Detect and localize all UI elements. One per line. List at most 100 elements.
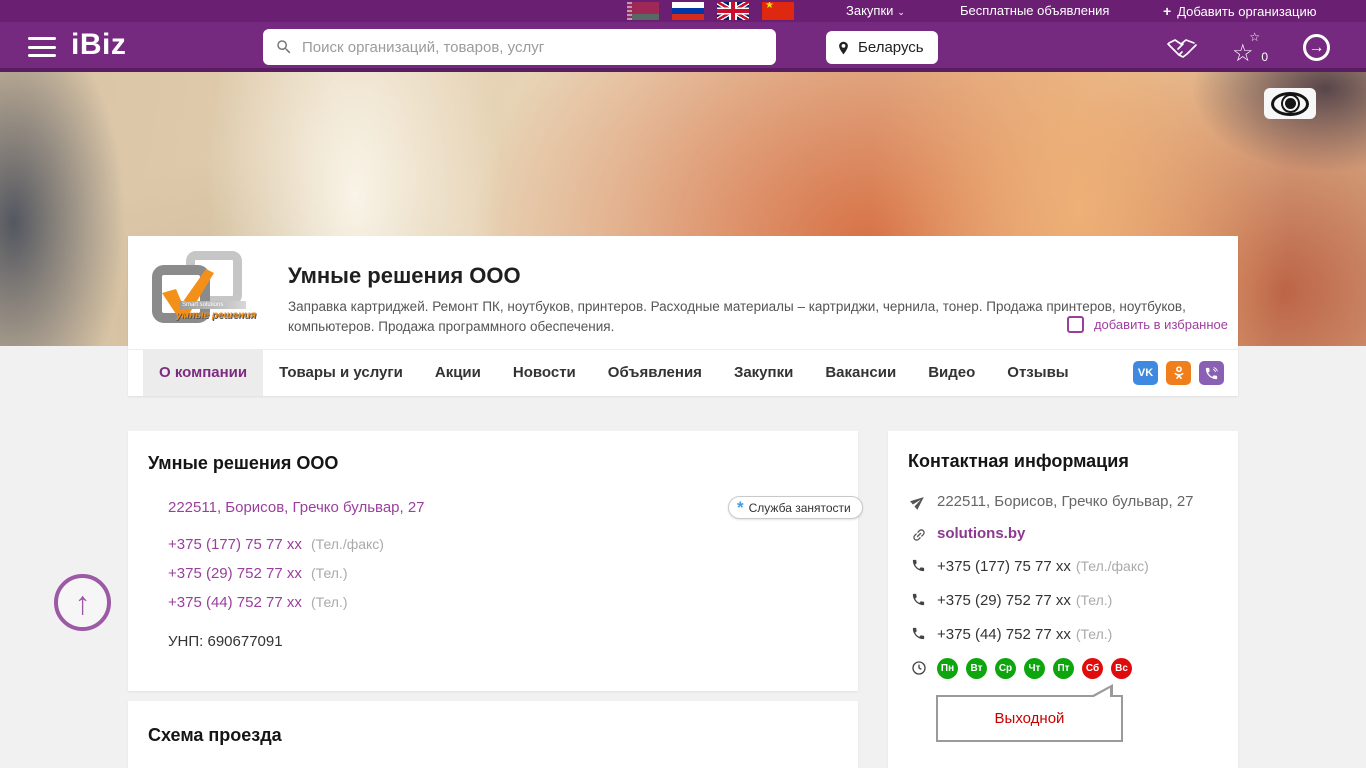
phone-icon: [910, 558, 927, 573]
phone-icon: [910, 626, 927, 641]
login-icon[interactable]: [1303, 34, 1330, 61]
viber-icon[interactable]: [1199, 361, 1224, 385]
content-area: Умные решения ООО 222511, Борисов, Гречк…: [128, 431, 1238, 768]
weekday-badges: Пн Вт Ср Чт Пт Сб Вс: [937, 658, 1132, 679]
russia-flag-icon[interactable]: [672, 2, 704, 20]
partners-handshake-icon[interactable]: [1166, 36, 1200, 67]
location-selector[interactable]: Беларусь: [826, 31, 938, 64]
uk-flag-icon[interactable]: [717, 2, 749, 20]
day-badge-sun: Вс: [1111, 658, 1132, 679]
phone-number-link[interactable]: +375 (177) 75 77 xx: [168, 536, 302, 553]
contact-address: 222511, Борисов, Гречко бульвар, 27: [937, 493, 1194, 510]
day-badge-fri: Пт: [1053, 658, 1074, 679]
add-to-favorites[interactable]: добавить в избранное: [1066, 316, 1228, 333]
scroll-to-top-button[interactable]: [54, 574, 111, 631]
phone-number-link[interactable]: +375 (177) 75 77 xx: [937, 558, 1071, 575]
tab-zakupki[interactable]: Закупки: [733, 364, 794, 381]
plus-icon: +: [1163, 3, 1172, 19]
company-profile-top: Smart solutions умные решения Умные реше…: [128, 236, 1238, 349]
day-badge-tue: Вт: [966, 658, 987, 679]
company-address-link[interactable]: 222511, Борисов, Гречко бульвар, 27: [168, 499, 425, 516]
tab-promos[interactable]: Акции: [434, 364, 481, 381]
favorite-checkbox[interactable]: [1066, 316, 1084, 333]
logo-caption-ru: умные решения: [176, 310, 257, 321]
about-card: Умные решения ООО 222511, Борисов, Гречк…: [128, 431, 858, 691]
belarus-flag-icon[interactable]: [627, 2, 659, 20]
search-bar: [263, 29, 776, 65]
phone-row: +375 (29) 752 77 xx (Тел.): [168, 559, 838, 588]
contact-info-card: Контактная информация 222511, Борисов, Г…: [888, 431, 1238, 768]
location-pin-icon: [839, 41, 848, 54]
vk-icon[interactable]: VK: [1133, 361, 1158, 385]
favorites-count: 0: [1261, 50, 1268, 64]
day-badge-thu: Чт: [1024, 658, 1045, 679]
employment-service-label: Служба занятости: [748, 500, 851, 515]
map-card: Схема проезда: [128, 701, 858, 768]
website-link[interactable]: solutions.by: [937, 525, 1026, 542]
link-icon: [910, 527, 927, 543]
free-ads-link[interactable]: Бесплатные объявления: [960, 3, 1110, 18]
day-badge-sat: Сб: [1082, 658, 1103, 679]
main-column: Умные решения ООО 222511, Борисов, Гречк…: [128, 431, 858, 768]
phone-row: +375 (44) 752 77 xx (Тел.): [168, 588, 838, 617]
page-container: Smart solutions умные решения Умные реше…: [128, 236, 1238, 768]
company-description: Заправка картриджей. Ремонт ПК, ноутбуко…: [288, 299, 1186, 334]
zakupki-label: Закупки: [846, 3, 894, 18]
navigation-arrow-icon: [910, 494, 927, 510]
contact-website-row: solutions.by: [908, 525, 1218, 543]
day-badge-wed: Ср: [995, 658, 1016, 679]
eye-icon: [1271, 91, 1309, 116]
favorites-stars-icon[interactable]: 0: [1232, 30, 1268, 68]
working-hours-row: Пн Вт Ср Чт Пт Сб Вс: [908, 658, 1218, 679]
company-logo[interactable]: Smart solutions умные решения: [152, 251, 256, 333]
map-title: Схема проезда: [148, 725, 282, 745]
phone-type-label: (Тел./факс): [311, 536, 384, 552]
phone-row: +375 (177) 75 77 xx (Тел./факс): [168, 530, 838, 559]
contact-phone-row: +375 (44) 752 77 xx (Тел.): [908, 624, 1218, 645]
phone-number-link[interactable]: +375 (44) 752 77 xx: [168, 594, 302, 611]
tab-ads[interactable]: Объявления: [607, 364, 702, 381]
phone-type-label: (Тел.): [311, 565, 348, 581]
phone-type-label: (Тел.): [1075, 626, 1113, 642]
company-info: Умные решения ООО Заправка картриджей. Р…: [288, 251, 1218, 339]
favorite-label: добавить в избранное: [1093, 317, 1228, 332]
clock-icon: [910, 660, 927, 676]
language-flags: [627, 2, 794, 20]
site-logo[interactable]: iBiz: [71, 28, 127, 61]
contact-info-title: Контактная информация: [908, 451, 1129, 471]
odnoklassniki-icon[interactable]: [1166, 361, 1191, 385]
about-title: Умные решения ООО: [148, 453, 339, 473]
add-organization-link[interactable]: + Добавить организацию: [1163, 0, 1317, 23]
tab-products[interactable]: Товары и услуги: [279, 364, 403, 381]
search-input[interactable]: [302, 38, 764, 56]
company-unp: УНП: 690677091: [168, 633, 283, 650]
sparkle-icon: *: [737, 497, 744, 517]
add-organization-label: Добавить организацию: [1177, 4, 1317, 19]
zakupki-dropdown[interactable]: Закупки ⌄: [846, 0, 905, 23]
chevron-down-icon: ⌄: [897, 7, 905, 17]
phone-icon: [910, 592, 927, 607]
tab-about[interactable]: О компании: [143, 350, 264, 396]
phone-list: +375 (177) 75 77 xx (Тел./факс) +375 (29…: [168, 530, 838, 617]
tab-reviews[interactable]: Отзывы: [1007, 364, 1069, 381]
sidebar-column: Контактная информация 222511, Борисов, Г…: [888, 431, 1238, 768]
views-eye-badge: [1264, 88, 1316, 119]
tab-news[interactable]: Новости: [512, 364, 576, 381]
company-name: Умные решения ООО: [288, 263, 521, 288]
header: iBiz Беларусь 0: [0, 22, 1366, 72]
menu-burger-icon[interactable]: [28, 37, 56, 57]
location-label: Беларусь: [858, 39, 924, 56]
logo-checkmark-icon: [162, 269, 214, 319]
tab-video[interactable]: Видео: [928, 364, 976, 381]
contact-address-row: 222511, Борисов, Гречко бульвар, 27: [908, 492, 1218, 512]
phone-number-link[interactable]: +375 (29) 752 77 xx: [168, 565, 302, 582]
phone-number-link[interactable]: +375 (29) 752 77 xx: [937, 592, 1071, 609]
phone-number-link[interactable]: +375 (44) 752 77 xx: [937, 626, 1071, 643]
dayoff-tooltip: Выходной: [936, 684, 1123, 742]
employment-service-tooltip: * Служба занятости: [728, 496, 863, 519]
china-flag-icon[interactable]: [762, 2, 794, 20]
contact-phone-row: +375 (177) 75 77 xx (Тел./факс): [908, 556, 1218, 577]
search-icon: [277, 40, 291, 54]
tab-vacancies[interactable]: Вакансии: [825, 364, 897, 381]
phone-type-label: (Тел.): [1075, 592, 1113, 608]
